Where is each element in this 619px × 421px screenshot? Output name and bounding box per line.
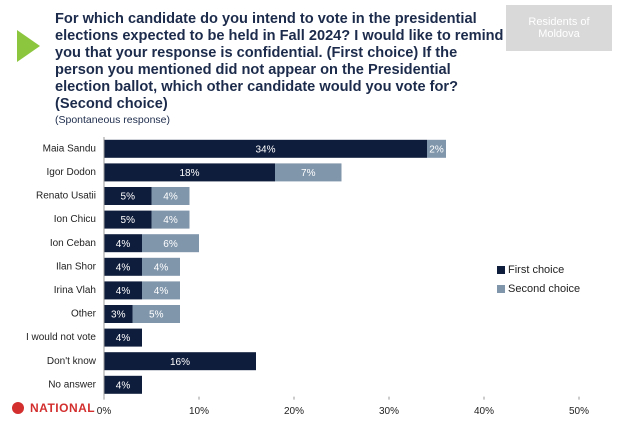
y-tick-label: Other	[71, 309, 97, 320]
y-tick-label: I would not vote	[26, 332, 96, 343]
legend-label: Second choice	[508, 283, 580, 295]
bar-segment	[142, 281, 180, 300]
bar-segment	[104, 352, 256, 371]
x-tick-label: 0%	[97, 406, 112, 417]
y-tick-label: Ion Ceban	[50, 238, 96, 249]
y-tick-label: Maia Sandu	[43, 143, 96, 154]
bar-segment	[104, 328, 142, 347]
x-tick-label: 20%	[284, 406, 304, 417]
y-tick-label: Ilan Shor	[56, 261, 97, 272]
chart-title: For which candidate do you intend to vot…	[55, 11, 504, 112]
data-label: 5%	[121, 215, 136, 226]
data-label: 4%	[116, 262, 131, 273]
logo-icon	[12, 402, 24, 414]
bar-segment	[104, 210, 152, 229]
legend-swatch	[497, 285, 505, 293]
y-tick-label: Ion Chicu	[54, 214, 96, 225]
legend-label: First choice	[508, 264, 564, 276]
data-label: 16%	[170, 357, 190, 368]
data-label: 4%	[163, 215, 178, 226]
data-label: 4%	[116, 239, 131, 250]
bar-segment	[275, 163, 342, 182]
data-label: 5%	[149, 310, 164, 321]
data-label: 4%	[116, 380, 131, 391]
x-tick-label: 40%	[474, 406, 494, 417]
data-label: 3%	[111, 310, 126, 321]
bar-segment	[104, 187, 152, 205]
y-tick-label: Renato Usatii	[36, 191, 96, 202]
bar-segment	[104, 281, 142, 300]
data-label: 4%	[154, 286, 169, 297]
x-tick-label: 30%	[379, 406, 399, 417]
bar-segment	[104, 163, 275, 182]
watermark: NATIONAL	[30, 401, 96, 415]
bar-segment	[104, 375, 142, 394]
decor-triangle	[17, 30, 40, 62]
x-tick-label: 10%	[189, 406, 209, 417]
chart-subtitle: (Spontaneous response)	[55, 114, 170, 126]
data-label: 2%	[429, 144, 444, 155]
bar-segment	[104, 234, 142, 253]
bar-segment	[151, 187, 190, 205]
bar-segment	[142, 234, 199, 253]
data-label: 4%	[154, 262, 169, 273]
y-tick-label: Igor Dodon	[47, 167, 96, 178]
bar-segment	[427, 139, 446, 158]
data-label: 7%	[301, 168, 316, 179]
data-label: 4%	[116, 333, 131, 344]
data-label: 34%	[255, 144, 275, 155]
legend-swatch	[497, 266, 505, 274]
bar-segment	[104, 257, 142, 276]
x-tick-label: 50%	[569, 406, 589, 417]
y-tick-label: No answer	[48, 379, 96, 390]
badge: Residents of Moldova	[506, 5, 612, 51]
data-label: 5%	[121, 192, 136, 203]
y-tick-label: Don't know	[47, 356, 97, 367]
bar-segment	[104, 139, 427, 158]
bar-segment	[142, 257, 180, 276]
bar-segment	[104, 305, 133, 323]
data-label: 18%	[179, 168, 199, 179]
data-label: 4%	[163, 192, 178, 203]
data-label: 4%	[116, 286, 131, 297]
bar-segment	[132, 305, 180, 323]
bar-segment	[151, 210, 190, 229]
y-tick-label: Irina Vlah	[54, 285, 96, 296]
data-label: 6%	[163, 239, 178, 250]
